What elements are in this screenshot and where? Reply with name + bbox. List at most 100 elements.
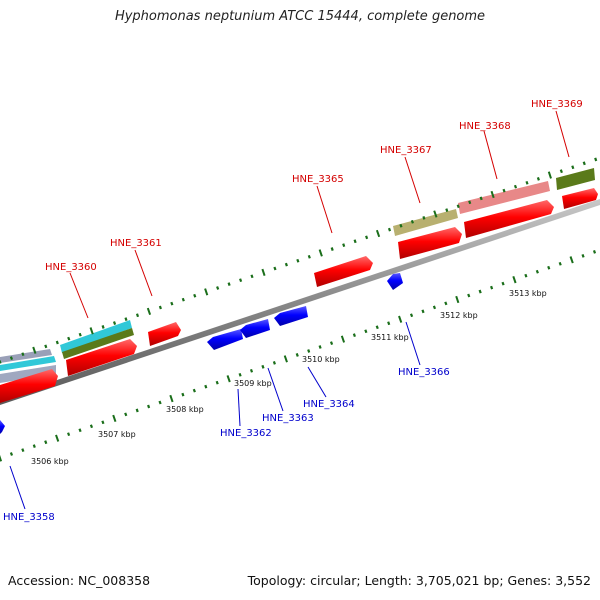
minor-tick [592,250,597,254]
gene-labels-reverse: HNE_3358 HNE_3362 HNE_3363 HNE_3364 HNE_… [3,367,450,523]
leader-lines [9,110,570,510]
major-tick [204,288,209,296]
gene-arrow[interactable] [240,319,270,338]
minor-tick [284,262,288,267]
gene-label[interactable]: HNE_3362 [220,428,272,439]
minor-tick [181,392,185,397]
gene-arrow[interactable] [398,227,462,259]
scale-label: 3511 kbp [371,333,409,342]
major-tick [226,375,231,383]
scale-label: 3512 kbp [440,311,478,320]
page-title: Hyphomonas neptunium ATCC 15444, complet… [114,9,486,24]
gene-label[interactable]: HNE_3366 [398,367,450,378]
minor-tick [330,247,334,251]
minor-tick [21,352,25,357]
major-tick [89,327,94,335]
minor-tick [410,219,414,224]
gene-label[interactable]: HNE_3361 [110,238,162,249]
minor-tick [329,341,334,345]
minor-tick [387,321,391,326]
major-tick [340,335,346,343]
gene-arrow[interactable] [387,273,403,290]
major-tick [398,315,403,323]
minor-tick [250,274,254,279]
major-tick [569,256,574,264]
minor-tick [0,360,2,364]
feature-bar [60,320,132,353]
minor-tick [44,440,48,445]
feature-bar [393,209,458,236]
gene-arrow[interactable] [66,339,137,376]
genome-backbone [0,199,600,405]
minor-tick [445,208,449,212]
gene-label[interactable]: HNE_3363 [262,413,314,424]
feature-bar [0,365,56,383]
minor-tick [124,317,128,322]
scale-label: 3507 kbp [98,430,136,439]
feature-track-forward [0,168,598,403]
feature-bar [458,181,550,214]
minor-tick [365,235,369,240]
minor-tick [238,372,242,377]
minor-tick [78,332,82,337]
minor-tick [490,285,494,290]
minor-tick [147,404,151,409]
major-tick [0,454,3,462]
gene-arrow[interactable] [314,256,373,287]
feature-bar [0,356,56,371]
minor-tick [582,161,586,166]
minor-tick [409,313,414,318]
minor-tick [342,243,346,248]
gene-label[interactable]: HNE_3358 [3,512,55,523]
minor-tick [249,368,254,373]
gene-arrow[interactable] [562,188,598,209]
gene-label[interactable]: HNE_3368 [459,121,511,132]
minor-tick [421,309,425,314]
minor-tick [352,333,356,338]
minor-tick [558,261,562,266]
gene-label[interactable]: HNE_3367 [380,145,432,156]
minor-tick [239,278,243,283]
gene-arrow[interactable] [0,420,5,434]
minor-tick [55,340,59,345]
minor-tick [501,281,505,286]
gene-arrow[interactable] [464,200,554,238]
minor-tick [216,286,220,290]
minor-tick [318,345,322,349]
minor-tick [307,254,311,259]
scale-label: 3510 kbp [302,355,340,364]
minor-tick [158,305,162,310]
major-tick [169,394,174,403]
minor-tick [536,177,540,181]
gene-arrow[interactable] [0,369,58,403]
gene-label[interactable]: HNE_3360 [45,262,97,273]
minor-tick [513,184,518,189]
feature-bar [0,349,52,363]
minor-tick [456,204,460,209]
minor-tick [524,273,528,278]
gene-arrow[interactable] [207,329,243,350]
minor-tick [353,239,357,244]
minor-tick [78,428,82,433]
minor-tick [296,258,300,263]
major-tick [375,229,381,238]
minor-tick [444,301,448,306]
gene-labels-forward: HNE_3360 HNE_3361 HNE_3365 HNE_3367 HNE_… [45,99,583,273]
minor-tick [112,321,117,325]
gene-label[interactable]: HNE_3365 [292,174,344,185]
minor-tick [422,216,426,220]
minor-tick [101,325,105,329]
minor-tick [432,305,437,310]
gene-arrow[interactable] [148,322,181,346]
major-tick [433,210,438,218]
gene-label[interactable]: HNE_3364 [303,399,355,410]
gene-label[interactable]: HNE_3369 [531,99,583,110]
major-tick [146,307,152,316]
minor-tick [478,289,482,294]
minor-tick [227,282,231,286]
scale-ticks-top [0,157,598,364]
gene-arrow[interactable] [274,306,308,326]
minor-tick [399,223,403,228]
minor-tick [89,424,94,429]
minor-tick [307,349,311,353]
